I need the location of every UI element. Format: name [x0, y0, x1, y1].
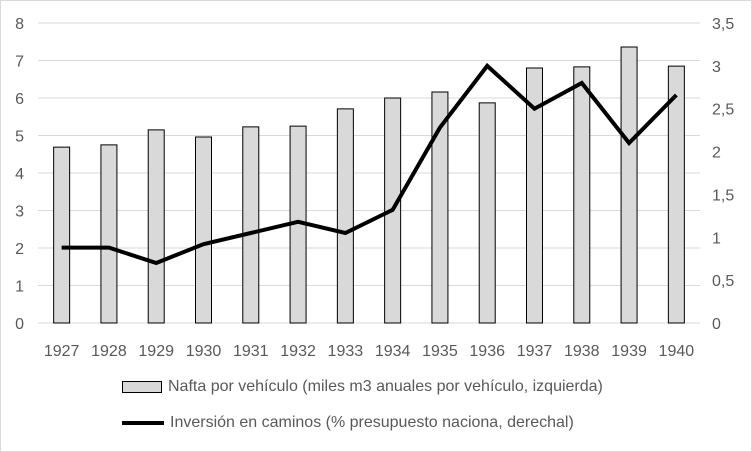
right-tick-label: 0,5 — [712, 273, 734, 290]
left-tick-label: 8 — [15, 16, 24, 33]
bar — [431, 91, 449, 324]
x-tick-label: 1934 — [375, 343, 411, 360]
x-tick-label: 1938 — [564, 343, 600, 360]
bar — [478, 102, 496, 324]
x-tick-label: 1937 — [517, 343, 553, 360]
bar — [195, 136, 212, 324]
legend-line-label: Inversión en caminos (% presupuesto naci… — [170, 414, 574, 431]
x-tick-label: 1933 — [328, 343, 364, 360]
bar — [100, 144, 118, 324]
x-tick-label: 1931 — [233, 343, 269, 360]
legend-item-line: Inversión en caminos (% presupuesto naci… — [122, 414, 574, 432]
bar — [667, 65, 685, 324]
x-tick-label: 1939 — [611, 343, 647, 360]
left-tick-label: 2 — [15, 241, 24, 258]
right-tick-label: 3 — [712, 59, 721, 76]
x-tick-label: 1932 — [280, 343, 316, 360]
right-tick-label: 1,5 — [712, 187, 734, 204]
bar — [147, 129, 165, 324]
left-tick-label: 0 — [15, 316, 24, 333]
right-tick-label: 2,5 — [712, 102, 734, 119]
x-tick-label: 1927 — [44, 343, 80, 360]
right-tick-label: 2 — [712, 145, 721, 162]
legend-bar-swatch — [122, 381, 162, 393]
bar — [573, 66, 591, 324]
x-tick-label: 1928 — [91, 343, 127, 360]
legend-line-swatch — [122, 421, 164, 425]
x-tick-label: 1935 — [422, 343, 458, 360]
right-tick-label: 0 — [712, 316, 721, 333]
x-tick-label: 1930 — [186, 343, 222, 360]
right-tick-label: 1 — [712, 230, 721, 247]
legend-bar-label: Nafta por vehículo (miles m3 anuales por… — [168, 378, 603, 395]
bar — [526, 67, 543, 324]
left-tick-label: 5 — [15, 129, 24, 146]
right-tick-label: 3,5 — [712, 16, 734, 33]
bar — [242, 126, 260, 324]
x-tick-label: 1940 — [659, 343, 695, 360]
bar — [336, 108, 354, 324]
left-tick-label: 3 — [15, 204, 24, 221]
left-tick-label: 6 — [15, 91, 24, 108]
x-tick-label: 1929 — [138, 343, 174, 360]
legend-item-bars: Nafta por vehículo (miles m3 anuales por… — [122, 378, 603, 396]
left-tick-label: 1 — [15, 279, 24, 296]
bar — [620, 46, 638, 324]
left-tick-label: 4 — [15, 166, 24, 183]
x-tick-label: 1936 — [469, 343, 505, 360]
left-tick-label: 7 — [15, 54, 24, 71]
bar — [53, 146, 71, 324]
line-series — [61, 62, 678, 266]
